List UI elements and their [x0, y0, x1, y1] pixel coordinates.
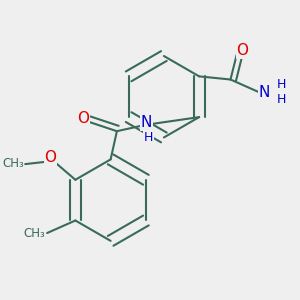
Text: N: N [141, 115, 152, 130]
Text: N: N [259, 85, 270, 100]
Text: CH₃: CH₃ [24, 226, 46, 239]
Text: CH₃: CH₃ [2, 157, 24, 170]
Text: O: O [77, 110, 89, 125]
Text: H: H [277, 78, 286, 91]
Text: H: H [143, 131, 153, 144]
Text: H: H [277, 93, 286, 106]
Text: O: O [44, 150, 56, 165]
Text: O: O [236, 43, 248, 58]
